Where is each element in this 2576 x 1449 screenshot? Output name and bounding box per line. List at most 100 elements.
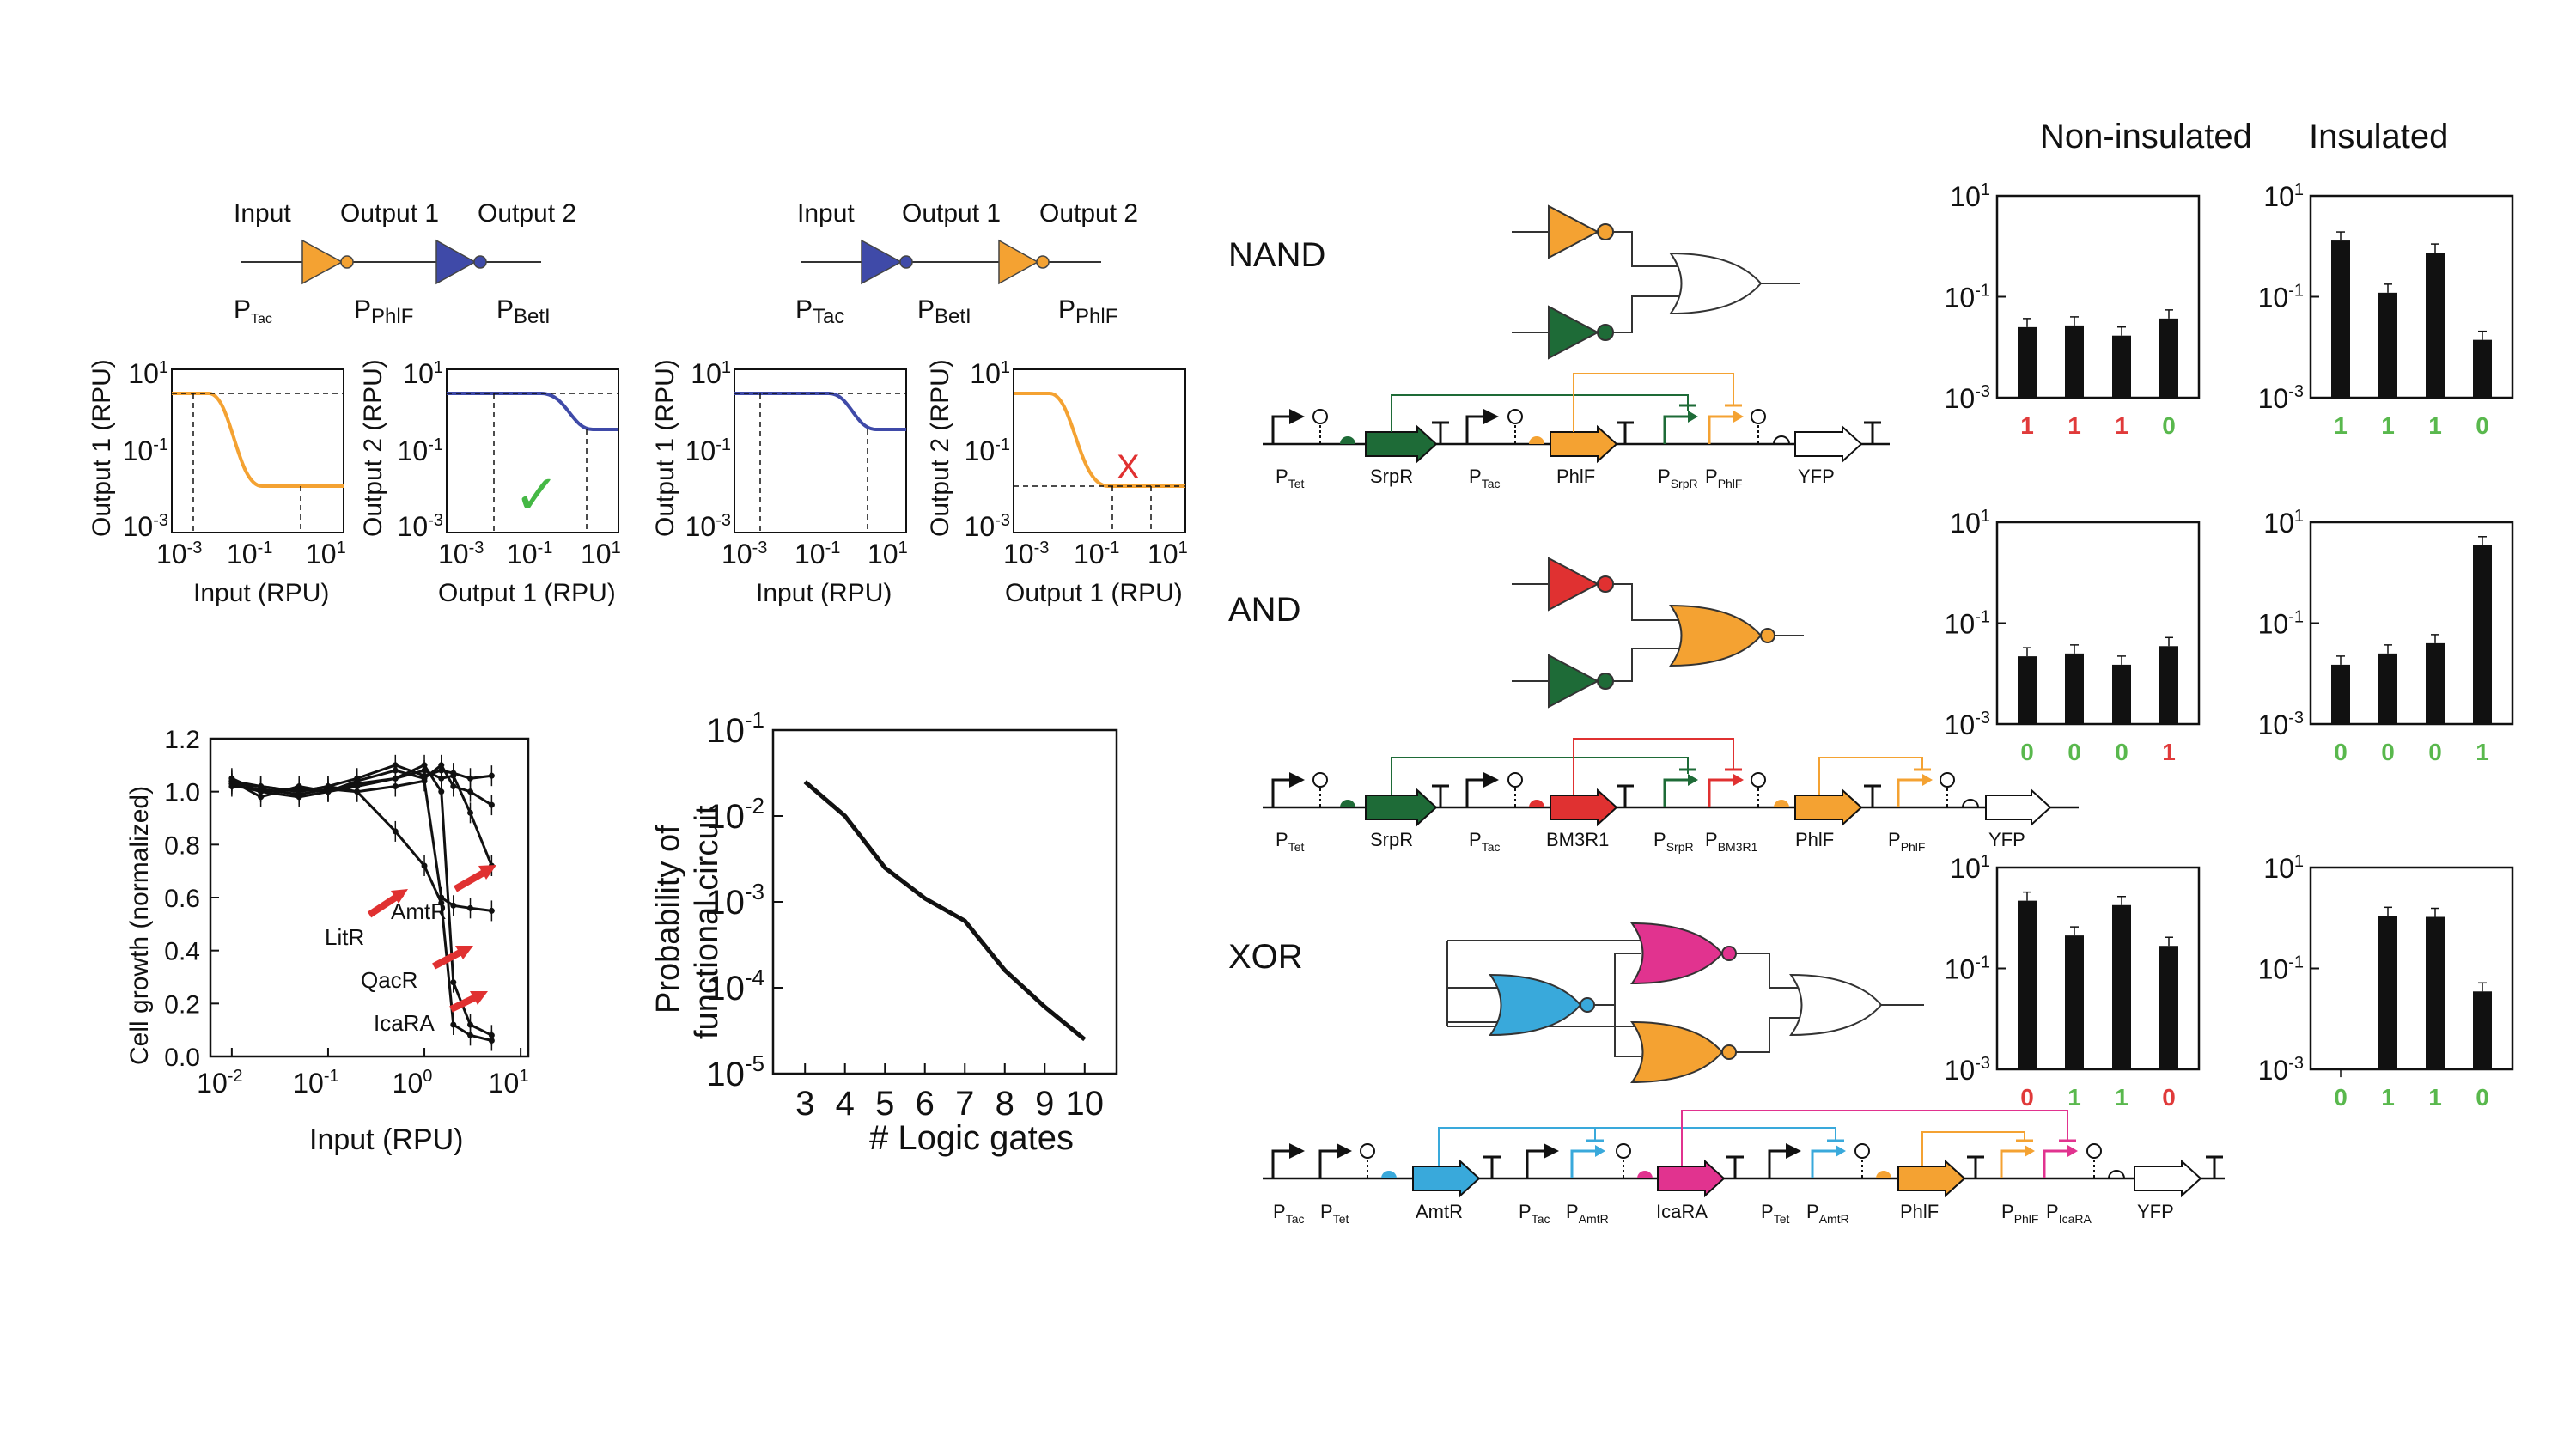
y-tick-label: 0.0	[164, 1044, 200, 1072]
or-gate-icon	[1789, 973, 1883, 1037]
x-tick: 10-1	[507, 539, 552, 569]
y-tick: 10-1	[123, 435, 168, 466]
data-point	[354, 777, 361, 784]
part-label: PTet	[1761, 1201, 1789, 1226]
amtr-gene-icon	[1412, 1159, 1481, 1198]
input-label: Input	[234, 199, 291, 228]
annotation-icara: IcaRA	[374, 1010, 435, 1036]
y-tick-label: 10-1	[1945, 608, 1990, 640]
data-point	[392, 767, 399, 774]
bar	[2331, 240, 2350, 398]
part-label: SrpR	[1370, 466, 1413, 487]
column-title-insulated: Insulated	[2309, 118, 2448, 155]
bar	[2018, 900, 2037, 1069]
y-tick-label: 101	[1950, 180, 1990, 212]
truth-value: 1	[2115, 1084, 2128, 1111]
part-label: IcaRA	[1656, 1201, 1708, 1222]
annotation-litr: LitR	[325, 924, 364, 950]
y-tick-label: 10-1	[2258, 282, 2304, 314]
nor-gate-icon	[1669, 604, 1763, 667]
part-label: PTac	[1469, 829, 1500, 854]
y-tick-label: 10-1	[2258, 608, 2304, 640]
y-tick: 10-1	[685, 435, 731, 466]
bar	[2018, 326, 2037, 398]
data-point	[438, 788, 445, 795]
x-tick: 101	[306, 539, 346, 569]
part-label: YFP	[1798, 466, 1835, 487]
x-tick: 10-3	[1003, 539, 1049, 569]
data-point	[438, 762, 445, 769]
data-point	[228, 777, 235, 784]
promoter-label: PBetI	[496, 295, 551, 328]
truth-value: 0	[2476, 412, 2489, 439]
response-plot-1: 101 10-1 10-3 10-3 10-1 101 Output 1 (RP…	[88, 358, 346, 607]
bar	[2112, 664, 2131, 724]
bar	[2018, 656, 2037, 724]
part-label: PTac	[1273, 1201, 1304, 1226]
annotation-qacr: QacR	[361, 967, 417, 993]
data-point	[392, 828, 399, 835]
y-tick: 10-3	[123, 511, 168, 542]
response-plot-2: ✓ 101 10-1 10-3 10-3 10-1 101 Output 2 (…	[359, 358, 621, 607]
red-arrow-icon	[367, 889, 408, 918]
y-axis-label: Output 2 (RPU)	[926, 359, 954, 537]
orange-not-gate-icon	[301, 239, 354, 285]
bar	[2473, 991, 2492, 1069]
bar	[2112, 335, 2131, 398]
data-point	[488, 801, 495, 808]
x-tick-label: 101	[489, 1067, 529, 1099]
gate-title: AND	[1228, 591, 1300, 629]
data-point	[450, 1021, 457, 1028]
x-tick-label: 9	[1035, 1085, 1054, 1123]
y-axis-label: Output 1 (RPU)	[88, 359, 116, 537]
y-tick-label: 10-1	[706, 707, 764, 750]
bar	[2159, 646, 2178, 724]
y-tick-label: 10-1	[2258, 953, 2304, 985]
phlf-gene-icon	[1897, 1159, 1966, 1198]
or-gate-icon	[1669, 252, 1763, 315]
response-plot-3: 101 10-1 10-3 10-3 10-1 101 Output 1 (RP…	[651, 358, 908, 607]
truth-value: 0	[2428, 739, 2442, 765]
x-tick: 10-1	[1074, 539, 1119, 569]
y-tick: 101	[970, 358, 1010, 389]
y-axis-label-line2: functional circuit	[689, 805, 725, 1039]
part-label: PSrpR	[1658, 466, 1698, 490]
truth-value: 0	[2381, 739, 2395, 765]
bar-panel-and-noninsulated: 101 10-1 10-3 0 0 0 1	[1945, 507, 2201, 765]
y-tick-label: 10-3	[2258, 709, 2304, 740]
xor-circuit: XOR	[1228, 922, 2225, 1226]
nor-gate-cyan-icon	[1489, 973, 1582, 1037]
cascade-left: Input Output 1 Output 2 PTac PPhlF PBetI…	[88, 199, 621, 607]
bar	[2065, 935, 2084, 1069]
data-point	[488, 907, 495, 914]
data-point	[258, 783, 265, 789]
blue-not-gate-icon	[861, 239, 913, 285]
y-tick-label: 10-3	[1945, 1054, 1990, 1086]
x-tick: 10-3	[722, 539, 767, 569]
x-tick: 10-3	[156, 539, 202, 569]
x-axis-label: Input (RPU)	[309, 1123, 464, 1156]
bar-panel-nand-noninsulated: 101 10-1 10-3 1 1 1 0	[1945, 180, 2201, 439]
part-label: PTet	[1276, 466, 1304, 490]
gate-title: NAND	[1228, 236, 1325, 274]
truth-value: 0	[2115, 739, 2128, 765]
input-label: Input	[797, 199, 855, 228]
bar	[2426, 916, 2445, 1069]
bar-panel-nand-insulated: 101 10-1 10-3 1 1 1 0	[2258, 180, 2514, 439]
y-axis-label: Cell growth (normalized)	[125, 786, 154, 1065]
truth-value: 1	[2067, 1084, 2081, 1111]
bar	[2473, 339, 2492, 398]
data-point	[450, 770, 457, 776]
x-tick-label: 6	[916, 1085, 935, 1123]
phlf-gene-icon	[1794, 788, 1863, 827]
y-tick-label: 0.8	[164, 831, 200, 860]
promoter-label: PPhlF	[1058, 295, 1117, 328]
probability-line	[803, 780, 1087, 1042]
circuit-column-titles: Non-insulated Insulated	[2040, 118, 2448, 155]
not-gate-green-icon	[1548, 654, 1614, 709]
x-axis-label: Input (RPU)	[756, 579, 892, 607]
x-tick: 101	[868, 539, 908, 569]
truth-value: 1	[2476, 739, 2489, 765]
data-point	[421, 775, 428, 782]
srpr-gene-icon	[1365, 788, 1438, 827]
